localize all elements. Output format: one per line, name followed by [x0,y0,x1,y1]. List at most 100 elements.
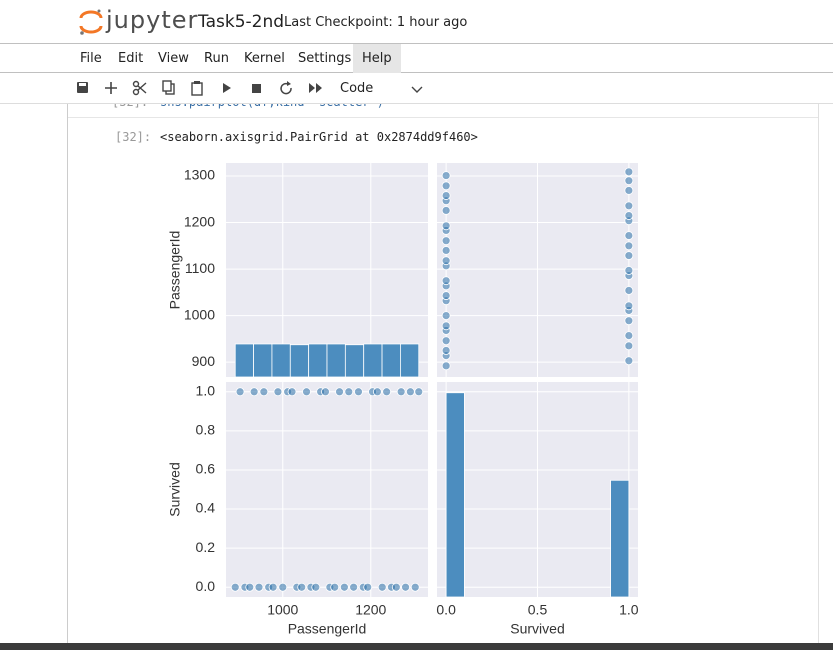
toolbar: Code [0,73,833,104]
point [254,582,264,592]
x-axis-label: PassengerId [288,621,367,637]
point [624,316,634,326]
point [339,582,349,592]
point [624,356,634,366]
point [624,286,634,295]
y-axis-label: PassengerId [167,231,183,310]
x-tick-label: 0.0 [436,602,456,618]
x-tick-label: 1000 [267,602,298,618]
input-cell[interactable]: [32]: sns.pairplot(df,kind='scatter') [68,103,818,118]
toolbar-icons[interactable] [74,79,334,97]
point [230,582,240,592]
logo-text: jupyter [106,6,199,34]
point [268,582,278,592]
checkpoint: Last Checkpoint: 1 hour ago [284,15,468,30]
hist-bar [610,479,630,598]
output-text: <seaborn.axisgrid.PairGrid at 0x2874dd9f… [160,130,478,144]
input-prompt: [32]: [112,103,148,109]
point [259,387,269,397]
y-axis-label: Survived [167,462,183,516]
menu-item[interactable]: Help [353,44,401,73]
panel-background [226,382,428,597]
point [401,582,410,592]
point [382,387,392,397]
point [245,582,255,592]
menu-item[interactable]: Run [204,51,229,66]
point [235,387,245,397]
taskbar [0,643,833,650]
menu-item[interactable]: Edit [118,51,144,66]
point [354,387,363,397]
hist-bar [363,343,383,378]
menu-item[interactable]: File [80,51,102,66]
point [441,336,451,346]
point [441,276,451,286]
point [377,582,387,592]
point [273,387,283,397]
dropdown-chevron[interactable] [411,86,423,94]
hist-bar [381,343,401,378]
x-tick-label: 0.5 [528,602,548,618]
point [410,582,420,592]
point [441,236,451,246]
menu-item[interactable]: Kernel [244,51,285,66]
point [330,582,340,592]
point [441,256,451,266]
y-tick-label: 1000 [184,306,215,322]
point [297,582,307,592]
logo-icon [79,9,103,35]
y-tick-label: 0.6 [196,461,216,477]
point [624,301,634,311]
x-tick-label: 1200 [355,602,386,618]
hist-bar [445,392,465,598]
point [321,387,330,397]
y-tick-label: 1300 [184,167,215,183]
point [287,387,297,397]
x-axis-label: Survived [510,621,564,637]
point [396,387,406,397]
point [624,331,634,340]
point [624,266,634,275]
point [624,211,634,220]
y-tick-label: 1100 [185,260,215,276]
cell-type[interactable]: Code [340,81,374,96]
point [441,321,451,331]
point [249,387,259,397]
point [441,311,451,320]
notebook-name[interactable]: Task5-2nd [198,12,285,32]
point [311,582,321,592]
point [391,582,401,592]
y-tick-label: 900 [192,353,216,369]
point [624,341,634,351]
y-tick-label: 1200 [184,213,215,229]
menu-item[interactable]: Settings [298,51,352,66]
point [405,387,415,397]
y-tick-label: 0.4 [196,500,216,516]
point [363,582,373,592]
point [624,231,634,240]
point [624,241,634,251]
hist-bar [308,343,328,378]
point [624,176,634,186]
hist-bar [344,344,365,378]
hist-bar [253,343,273,378]
y-tick-label: 0.8 [196,422,216,438]
notebook-border [67,103,68,643]
menubar: File Edit View Run Kernel Settings Help [0,44,833,73]
point [278,582,288,592]
y-tick-label: 1.0 [196,382,216,398]
point [441,291,451,300]
hist-bar [326,343,346,378]
point [441,221,451,231]
y-tick-label: 0.2 [196,539,216,555]
point [441,206,451,215]
hist-bar [271,343,291,378]
hist-bar [234,343,254,378]
x-tick-label: 1.0 [619,602,639,618]
point [441,346,451,355]
menu-item[interactable]: View [158,51,189,66]
point [624,201,634,211]
y-tick-label: 0.0 [196,578,216,594]
